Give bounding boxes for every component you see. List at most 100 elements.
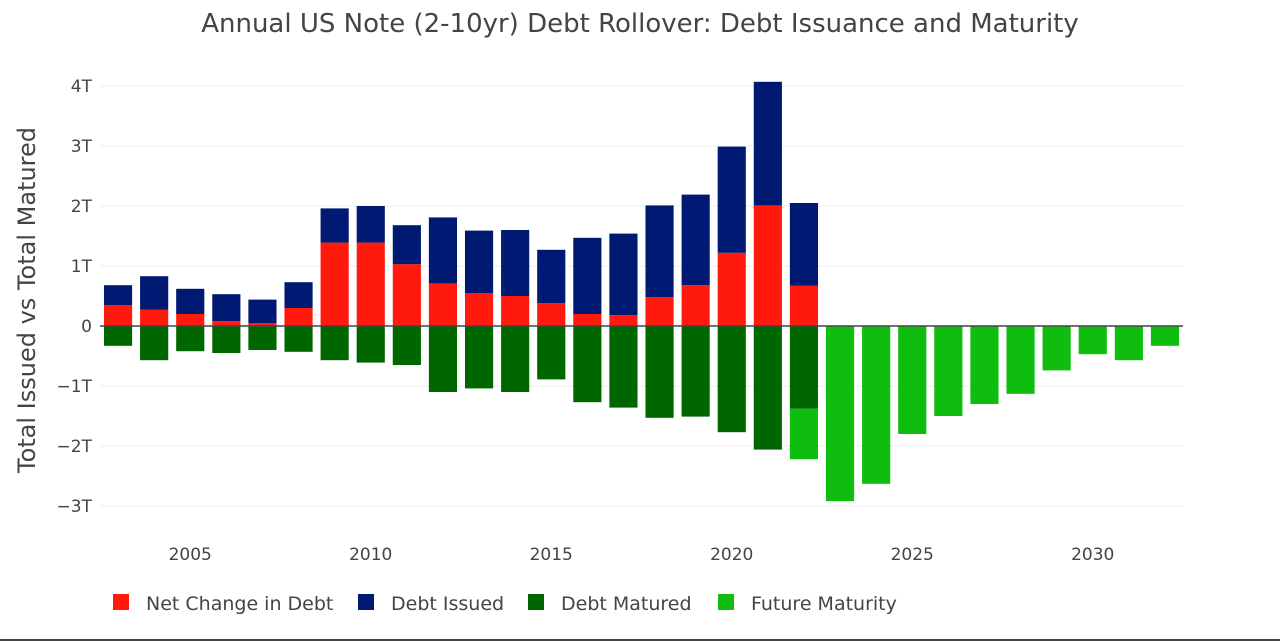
x-tick-label: 2030 — [1071, 545, 1114, 565]
bar-debt-matured-2009 — [320, 326, 349, 361]
bar-debt-matured-2021 — [753, 326, 782, 450]
y-tick-label: 1T — [71, 257, 93, 277]
legend-swatch — [358, 594, 374, 610]
y-tick-label: 2T — [71, 197, 93, 217]
x-axis-ticks: 2005 2010 2015 2020 2025 2030 — [169, 545, 1115, 565]
bar-net-change-in-debt-2013 — [464, 293, 494, 326]
bar-debt-matured-2010 — [356, 326, 385, 363]
bar-debt-matured-2014 — [501, 326, 530, 392]
bar-debt-issued-2013 — [464, 230, 494, 293]
bar-net-change-in-debt-2022 — [789, 285, 819, 326]
bar-net-change-in-debt-2015 — [537, 303, 566, 326]
bar-debt-issued-2006 — [212, 294, 241, 322]
bar-debt-matured-2016 — [573, 326, 602, 403]
y-tick-label: −1T — [57, 377, 93, 397]
legend-item-label: Future Maturity — [751, 593, 897, 615]
bar-debt-matured-2019 — [681, 326, 710, 417]
y-tick-label: 3T — [71, 137, 93, 157]
bar-debt-matured-2005 — [176, 326, 205, 352]
bar-debt-issued-2008 — [284, 282, 313, 308]
bar-net-change-in-debt-2018 — [645, 297, 674, 326]
bar-debt-issued-2018 — [645, 205, 674, 298]
bar-debt-issued-2012 — [428, 217, 458, 284]
bar-net-change-in-debt-2004 — [140, 309, 169, 326]
x-tick-label: 2020 — [710, 545, 753, 565]
bar-debt-matured-2017 — [609, 326, 638, 408]
bar-future-maturity-2024 — [862, 326, 891, 484]
bar-debt-matured-2008 — [284, 326, 313, 352]
bar-debt-issued-2003 — [103, 285, 133, 305]
bar-net-change-in-debt-2006 — [212, 321, 241, 326]
bar-net-change-in-debt-2011 — [392, 264, 421, 326]
bar-debt-issued-2007 — [248, 299, 277, 323]
x-tick-label: 2025 — [891, 545, 934, 565]
bar-net-change-in-debt-2021 — [753, 205, 782, 326]
bar-future-maturity-2025 — [898, 326, 927, 434]
y-axis-title: Total Issued vs Total Matured — [13, 127, 41, 474]
bar-debt-matured-2022 — [789, 326, 819, 409]
bar-net-change-in-debt-2017 — [609, 315, 638, 326]
bar-net-change-in-debt-2007 — [248, 323, 277, 326]
bar-net-change-in-debt-2010 — [356, 242, 385, 326]
bar-debt-matured-2004 — [140, 326, 169, 361]
legend-item-label: Net Change in Debt — [146, 593, 333, 615]
bar-debt-matured-2011 — [392, 326, 421, 365]
bar-net-change-in-debt-2008 — [284, 308, 313, 326]
bar-debt-issued-2015 — [537, 249, 566, 304]
bar-net-change-in-debt-2016 — [573, 314, 602, 326]
bar-future-maturity-2028 — [1006, 326, 1035, 394]
bar-future-maturity-2027 — [970, 326, 999, 404]
bar-debt-matured-2013 — [464, 326, 494, 389]
chart-title: Annual US Note (2-10yr) Debt Rollover: D… — [201, 9, 1079, 39]
bar-net-change-in-debt-2009 — [320, 242, 349, 326]
bar-debt-issued-2011 — [392, 225, 421, 265]
bar-future-maturity-2029 — [1042, 326, 1071, 371]
bar-future-maturity-2023 — [825, 326, 855, 502]
bar-net-change-in-debt-2012 — [428, 283, 458, 326]
bar-debt-issued-2016 — [573, 237, 602, 314]
bar-debt-matured-2007 — [248, 326, 277, 350]
bar-net-change-in-debt-2020 — [717, 252, 746, 326]
bars — [103, 81, 1180, 502]
bar-debt-issued-2004 — [140, 276, 169, 310]
y-tick-label: 0 — [81, 317, 92, 337]
bar-debt-issued-2021 — [753, 81, 782, 206]
bar-future-maturity-2030 — [1078, 326, 1107, 355]
legend-swatch — [113, 594, 129, 610]
bar-net-change-in-debt-2003 — [103, 305, 133, 326]
y-tick-label: 4T — [71, 77, 93, 97]
x-tick-label: 2015 — [530, 545, 573, 565]
bar-debt-issued-2019 — [681, 194, 710, 286]
bar-debt-matured-2003 — [103, 326, 133, 346]
x-tick-label: 2005 — [169, 545, 212, 565]
bar-debt-issued-2014 — [501, 230, 530, 296]
bar-debt-issued-2017 — [609, 233, 638, 316]
bar-debt-issued-2010 — [356, 206, 385, 243]
y-axis-ticks: 4T 3T 2T 1T 0 −1T −2T −3T — [57, 77, 93, 517]
bar-debt-issued-2005 — [176, 288, 205, 314]
legend-item-label: Debt Issued — [391, 593, 504, 615]
bar-debt-matured-2018 — [645, 326, 674, 418]
bar-net-change-in-debt-2019 — [681, 285, 710, 326]
bar-future-maturity-2022 — [789, 408, 819, 460]
bar-debt-issued-2022 — [789, 203, 819, 286]
legend-swatch — [528, 594, 544, 610]
x-tick-label: 2010 — [349, 545, 392, 565]
bar-debt-issued-2009 — [320, 208, 349, 243]
bar-net-change-in-debt-2005 — [176, 314, 205, 326]
bar-future-maturity-2032 — [1150, 326, 1180, 346]
bar-future-maturity-2031 — [1114, 326, 1143, 361]
bar-debt-matured-2006 — [212, 326, 241, 353]
bar-debt-matured-2020 — [717, 326, 746, 433]
legend: Net Change in Debt Debt Issued Debt Mature… — [113, 593, 897, 615]
y-tick-label: −3T — [57, 497, 93, 517]
legend-swatch — [718, 594, 734, 610]
bottom-rule — [0, 639, 1280, 641]
bar-debt-matured-2012 — [428, 326, 458, 392]
bar-debt-issued-2020 — [717, 146, 746, 253]
bar-debt-matured-2015 — [537, 326, 566, 380]
bar-net-change-in-debt-2014 — [501, 296, 530, 326]
gridlines — [100, 85, 1183, 507]
legend-item-label: Debt Matured — [561, 593, 692, 615]
